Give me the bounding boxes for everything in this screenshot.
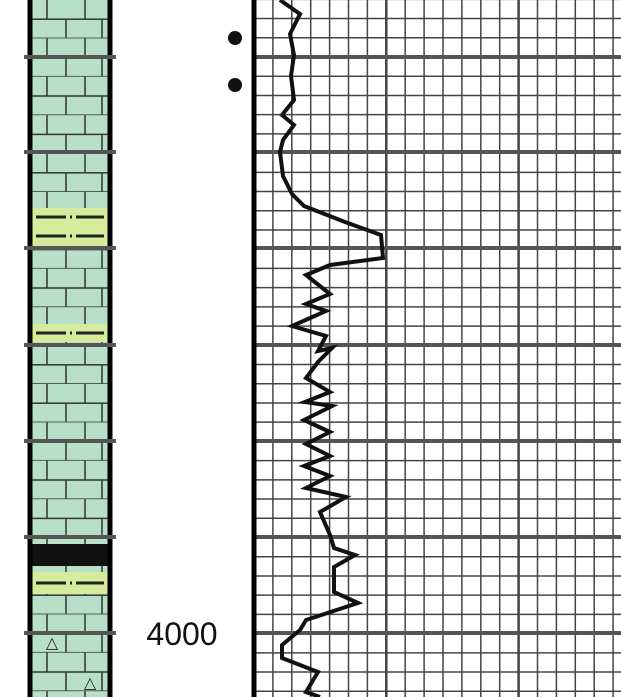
- coal-band: [32, 544, 108, 566]
- shale-band: [32, 208, 108, 594]
- depth-label: 4000: [146, 616, 217, 652]
- marker-dot: [228, 78, 242, 92]
- log-grid: [24, 0, 621, 697]
- lithology-column: △ △: [27, 0, 113, 697]
- svg-text:△: △: [46, 635, 59, 652]
- marker-dot: [228, 31, 242, 45]
- log-curve: [277, 0, 386, 697]
- svg-text:△: △: [84, 675, 97, 692]
